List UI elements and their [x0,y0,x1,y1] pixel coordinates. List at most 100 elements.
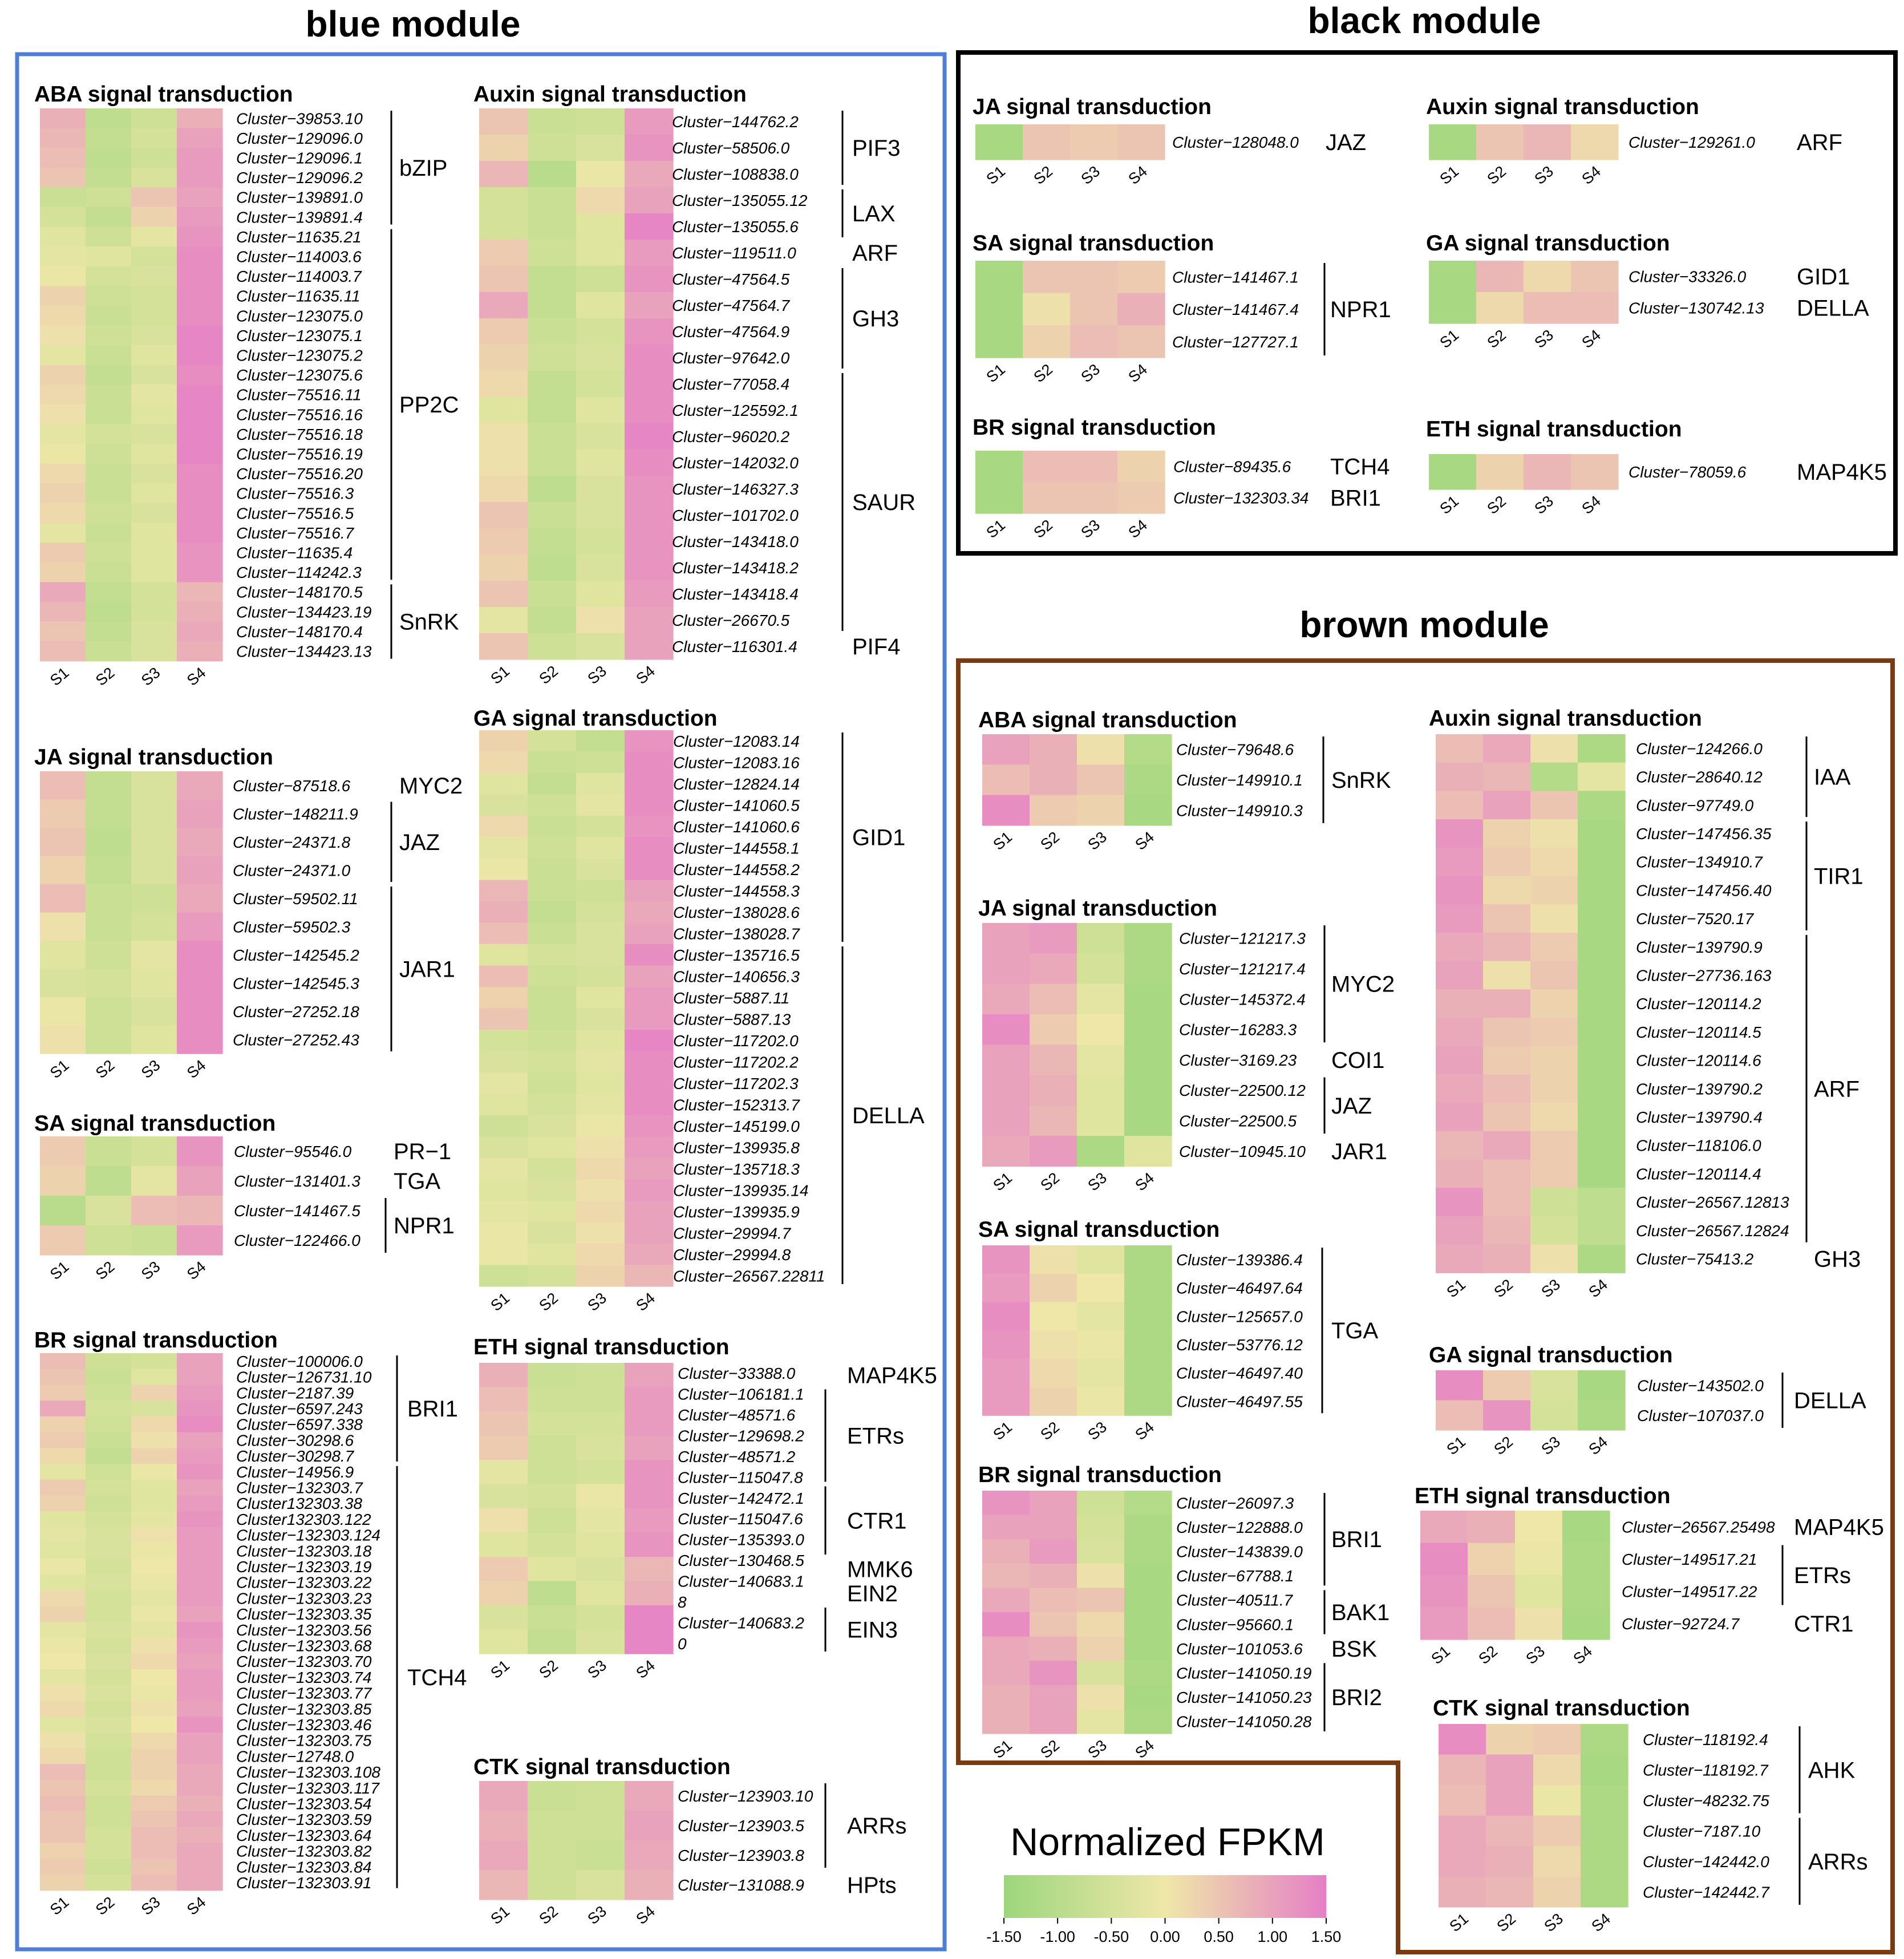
heatmap-cell [86,941,132,970]
heatmap-cell [625,1115,674,1138]
heatmap-cell [1483,876,1531,905]
heatmap-cell [86,1827,132,1844]
heatmap-cell [177,384,223,405]
row-label: Cluster−132303.64 [236,1827,371,1844]
heatmap-cell [528,108,577,135]
row-label: Cluster−139891.4 [236,208,363,226]
heatmap-cell [528,161,577,188]
row-label: Cluster−27252.43 [233,1031,359,1049]
heatmap-cell [576,1870,625,1900]
heatmap-cell [479,944,528,966]
heatmap-cell [1030,1612,1077,1637]
row-label: Cluster−132303.46 [236,1716,372,1734]
heatmap-cell [1077,1539,1125,1564]
row-label: Cluster−29994.7 [673,1224,792,1242]
heatmap-cell [479,318,528,345]
heatmap-cell [177,1511,223,1528]
heatmap-cell [177,621,223,642]
heatmap-cell [479,730,528,752]
heatmap-cell [1436,847,1484,877]
heatmap-cell [625,450,674,476]
row-label: 8 [678,1593,687,1611]
heatmap-cell [86,1196,132,1226]
heatmap-cell [1530,1018,1578,1047]
heatmap-cell [131,1527,177,1543]
heatmap-cell [86,1779,132,1796]
gene-group-label: PIF4 [852,634,900,659]
heatmap-cell [576,1363,625,1388]
gene-group-label: CTR1 [847,1508,906,1533]
gene-group-label: DELLA [852,1103,925,1128]
heatmap-cell [1578,1159,1626,1188]
heatmap-cell [1124,734,1172,765]
gene-group-label: NPR1 [1330,297,1391,322]
heatmap-cell [40,997,86,1026]
heatmap-cell [479,816,528,838]
heatmap-cell [40,483,86,504]
heatmap-cell [528,1222,577,1244]
row-label: Cluster−128048.0 [1172,133,1299,151]
heatmap-cell [177,1843,223,1859]
row-label: Cluster−142032.0 [672,454,799,472]
heatmap-cell [576,476,625,503]
heatmap-cell [86,1843,132,1859]
heatmap-cell [625,1265,674,1287]
heatmap-cell [528,944,577,966]
heatmap-cell [1117,293,1165,326]
heatmap-cell [131,1479,177,1496]
heatmap-cell [982,1588,1030,1613]
heatmap-cell [528,1508,577,1533]
gene-group-label: IAA [1814,765,1851,790]
heatmap-cell [576,292,625,319]
row-label: Cluster132303.38 [236,1495,362,1512]
heatmap-cell [1077,1515,1125,1540]
heatmap-cell [576,371,625,398]
heatmap-cell [625,266,674,293]
heatmap-cell [40,1637,86,1654]
row-label: Cluster−141050.28 [1176,1713,1312,1731]
row-label: Cluster−135718.3 [673,1160,800,1178]
row-label: Cluster−132303.117 [236,1779,380,1797]
row-label: Cluster−75516.5 [236,504,354,522]
gene-group-label: EIN2 [847,1581,898,1606]
heatmap-cell [1483,1103,1531,1132]
heatmap-cell [528,1629,577,1654]
heatmap-cell [40,1353,86,1370]
heatmap-cell [40,345,86,366]
heatmap-cell [177,1479,223,1496]
heatmap-cell [40,1653,86,1670]
row-label: Cluster−77058.4 [672,375,789,393]
heatmap-cell [1530,1074,1578,1103]
heatmap-cell [982,1539,1030,1564]
row-label: Cluster−132303.68 [236,1637,372,1654]
heatmap-cell [86,108,132,129]
gene-group-label: GID1 [852,825,905,851]
gene-group-label: MAP4K5 [847,1363,937,1388]
heatmap-cell [1439,1815,1486,1847]
heatmap-cell [479,1840,528,1871]
heatmap-cell [1578,1018,1626,1047]
heatmap-cell [1578,791,1626,820]
row-label: Cluster−129096.1 [236,149,363,167]
row-label: Cluster−47564.7 [672,297,791,314]
heatmap-cell [131,969,177,998]
heatmap-cell [528,816,577,838]
heatmap-cell [576,1115,625,1138]
row-label: Cluster−5887.11 [673,989,789,1007]
heatmap-cell [625,944,674,966]
heatmap-cell [86,1590,132,1606]
heatmap-cell [625,1811,674,1841]
row-label: Cluster−7520.17 [1636,910,1755,928]
row-label: Cluster−7187.10 [1643,1822,1761,1840]
heatmap-cell [528,1072,577,1095]
heatmap-cell [40,1732,86,1749]
heatmap-cell [1124,1563,1172,1588]
heatmap-cell [177,562,223,582]
heatmap-cell [1124,1661,1172,1686]
heatmap-cell [1436,1400,1484,1431]
heatmap-cell [177,602,223,622]
heatmap-cell [576,1244,625,1266]
heatmap-cell [177,345,223,366]
